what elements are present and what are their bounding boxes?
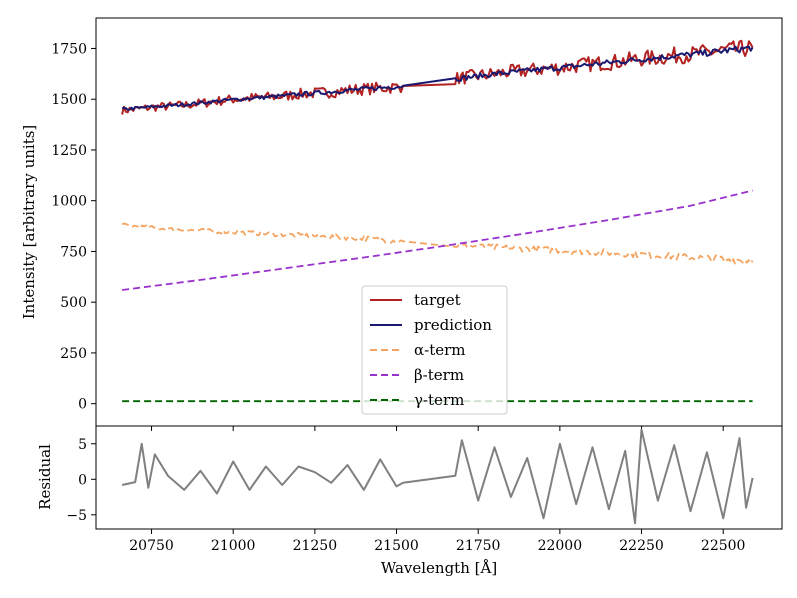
residual-y-ticks: −5 0 5 bbox=[66, 437, 96, 524]
residual-y-tick-label: 0 bbox=[78, 472, 87, 488]
residual-x-tick-label: 21500 bbox=[374, 538, 419, 554]
legend-label-prediction: prediction bbox=[414, 316, 492, 334]
legend-label-target: target bbox=[414, 291, 461, 309]
main-y-tick-label: 1750 bbox=[51, 41, 87, 57]
main-y-tick-label: 250 bbox=[60, 346, 87, 362]
residual-x-ticks: 20750 21000 21250 21500 21750 22000 22250 22500 bbox=[129, 529, 745, 554]
residual-y-tick-label: 5 bbox=[78, 437, 87, 453]
x-axis-label: Wavelength [Å] bbox=[381, 559, 497, 577]
residual-x-tick-label: 22500 bbox=[701, 538, 746, 554]
series-line-term bbox=[121, 222, 754, 265]
residual-x-tick-label: 22250 bbox=[619, 538, 664, 554]
legend-label-beta: β-term bbox=[414, 366, 464, 384]
main-y-tick-label: 1000 bbox=[51, 194, 87, 210]
main-y-tick-label: 500 bbox=[60, 295, 87, 311]
main-y-axis-label: Intensity [arbitrary units] bbox=[20, 125, 38, 320]
residual-y-tick-label: −5 bbox=[66, 508, 87, 524]
main-y-ticks: 0 250 500 750 1000 1250 1500 1750 bbox=[51, 41, 96, 413]
main-y-tick-label: 750 bbox=[60, 244, 87, 260]
main-x-ticks bbox=[151, 426, 724, 431]
main-y-tick-label: 0 bbox=[78, 397, 87, 413]
main-y-tick-label: 1250 bbox=[51, 143, 87, 159]
main-panel: 0 250 500 750 1000 1250 1500 1750 Intensity [ar… bbox=[20, 17, 783, 431]
residual-x-tick-label: 21000 bbox=[211, 538, 256, 554]
legend: target prediction α-term β-term γ-term bbox=[361, 285, 508, 415]
series-line-residual bbox=[121, 428, 754, 525]
main-y-tick-label: 1500 bbox=[51, 92, 87, 108]
legend-label-alpha: α-term bbox=[414, 341, 466, 359]
residual-x-tick-label: 21750 bbox=[456, 538, 501, 554]
legend-box bbox=[361, 285, 508, 415]
residual-panel: −5 0 5 20750 21000 21250 21500 21750 22000 22250… bbox=[36, 425, 783, 577]
residual-plot-frame bbox=[95, 425, 783, 530]
residual-y-axis-label: Residual bbox=[36, 444, 54, 510]
series-line-prediction bbox=[121, 45, 754, 111]
residual-x-tick-label: 22000 bbox=[538, 538, 583, 554]
residual-x-tick-label: 21250 bbox=[293, 538, 338, 554]
series-line-target bbox=[121, 39, 754, 115]
legend-label-gamma: γ-term bbox=[414, 391, 464, 409]
series-line-term bbox=[121, 189, 753, 291]
main-series-group bbox=[121, 39, 754, 403]
residual-series-group bbox=[121, 428, 754, 525]
residual-x-tick-label: 20750 bbox=[129, 538, 174, 554]
